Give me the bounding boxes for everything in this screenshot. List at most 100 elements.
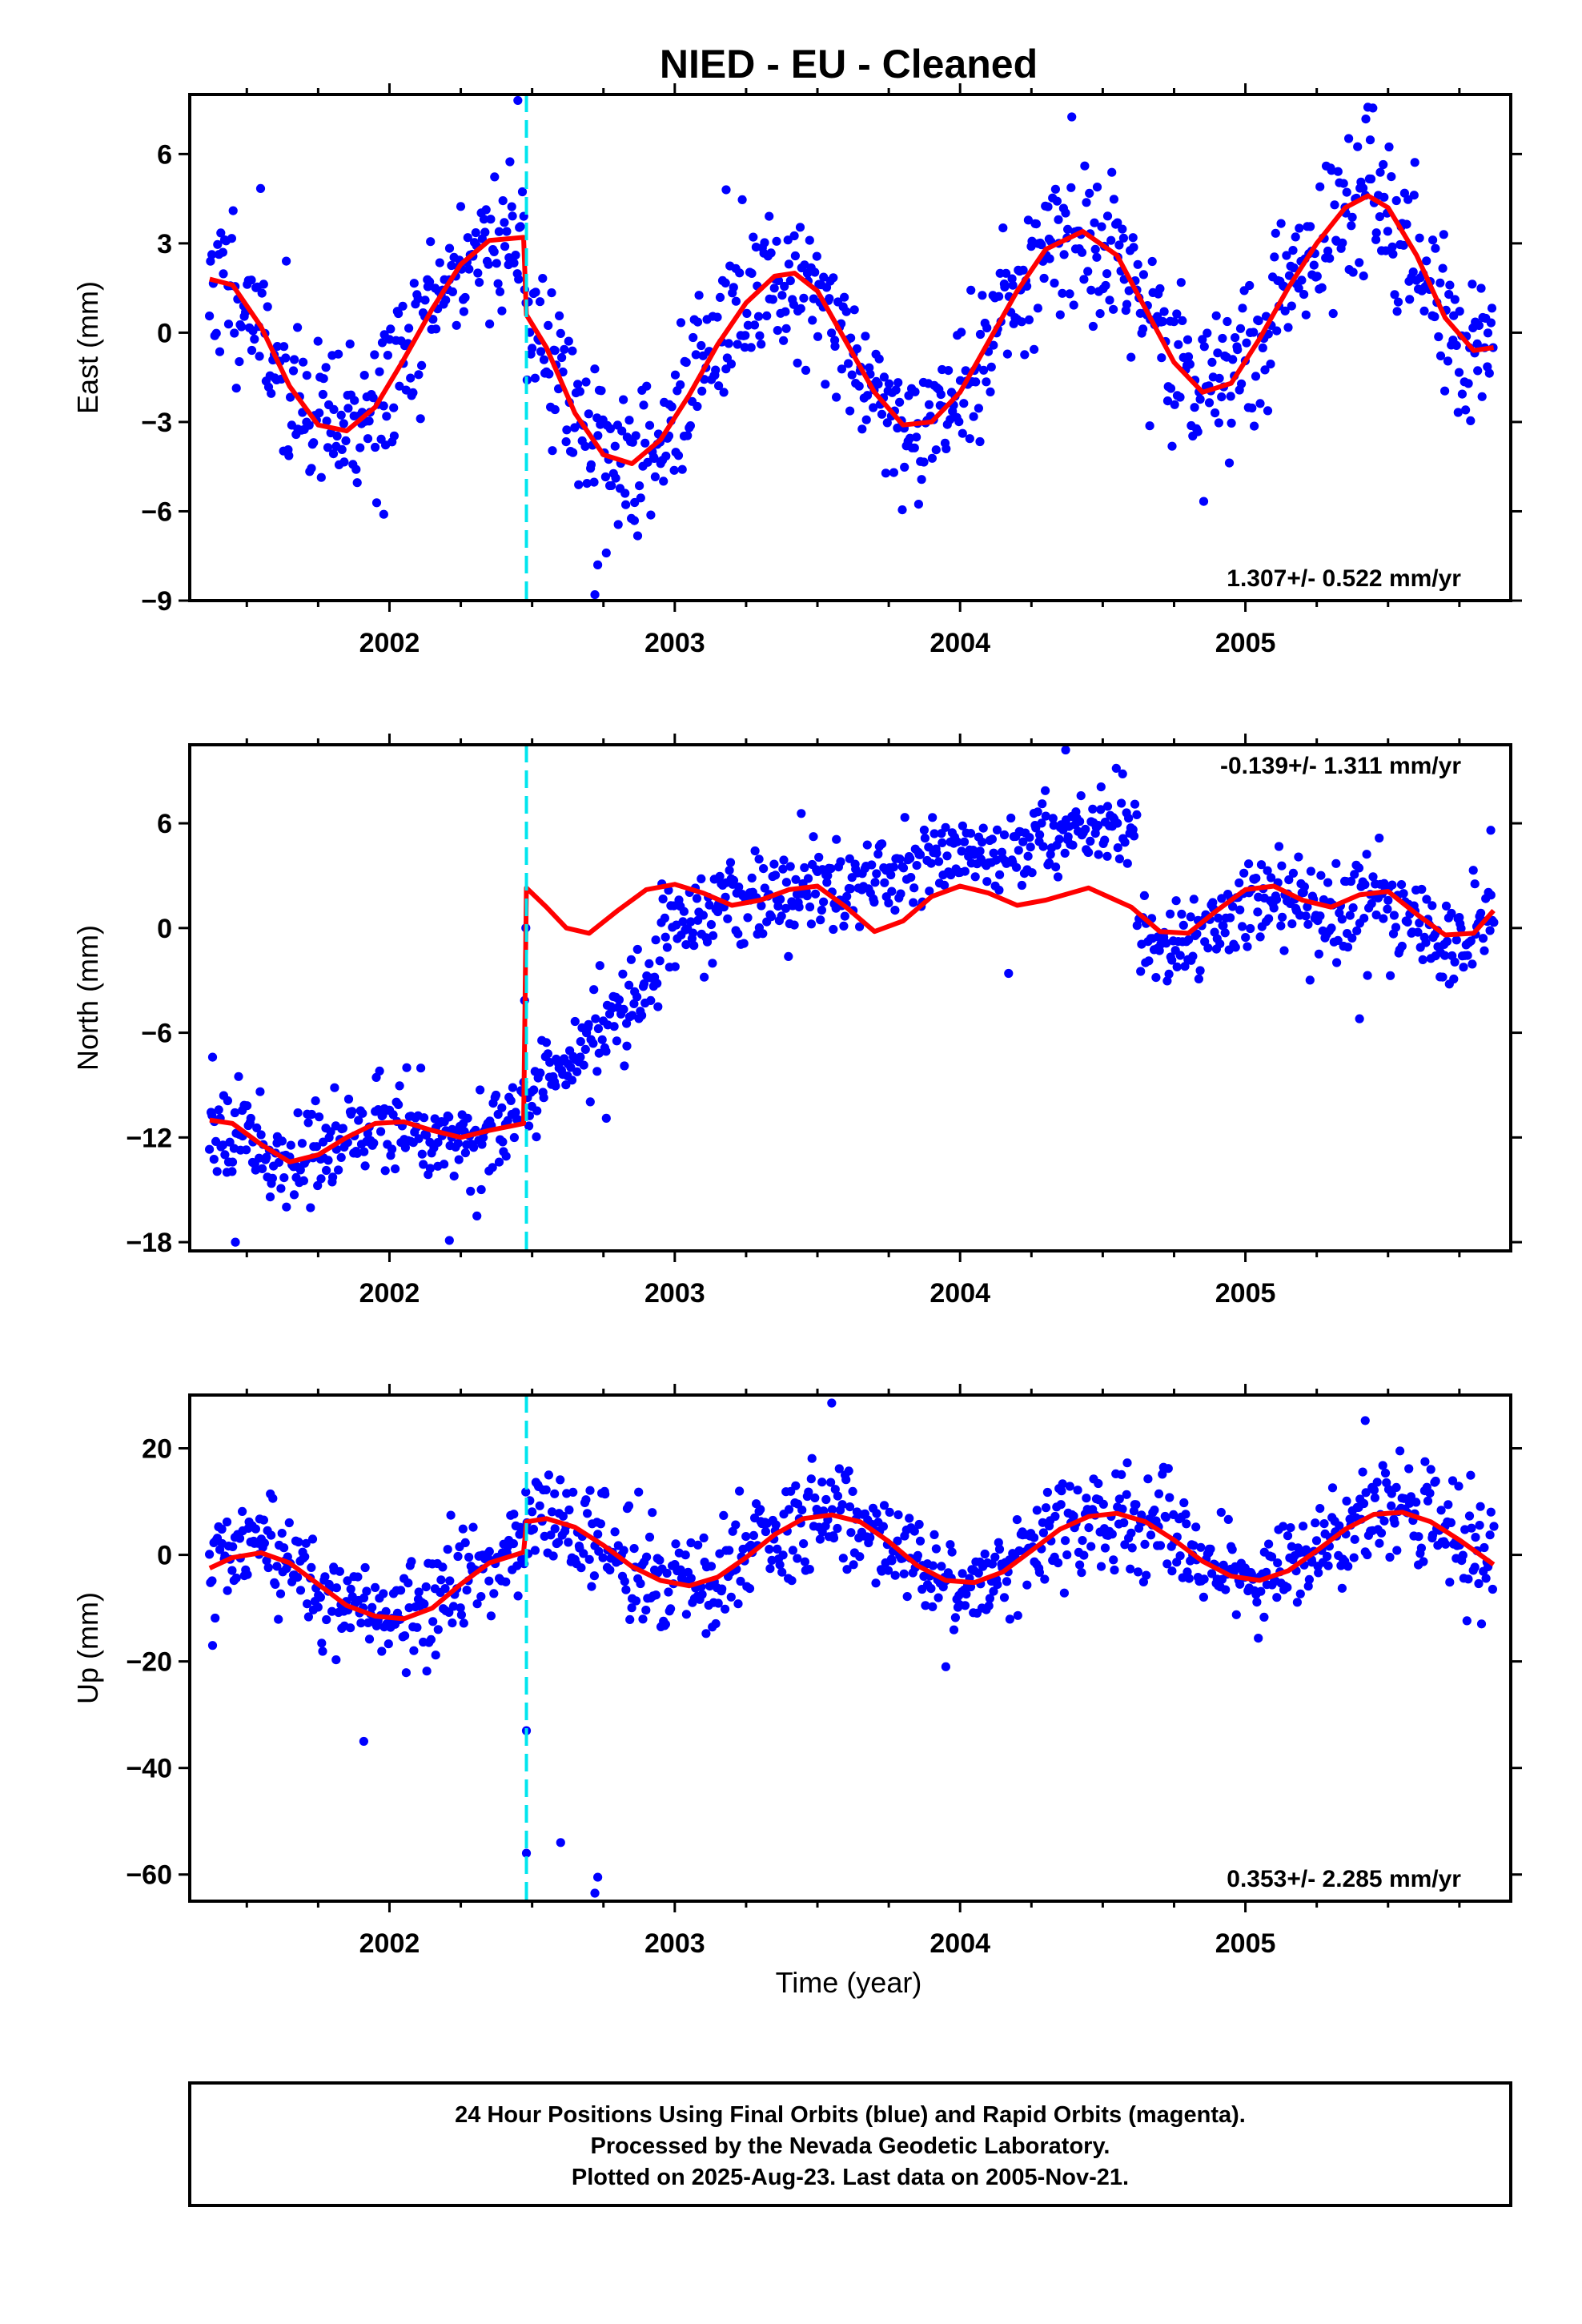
east-point bbox=[1002, 349, 1012, 359]
up-point bbox=[1050, 1511, 1060, 1522]
east-point bbox=[498, 196, 508, 206]
up-point bbox=[937, 1562, 946, 1571]
north-point bbox=[1440, 951, 1450, 960]
north-point bbox=[750, 846, 760, 856]
east-point bbox=[473, 268, 483, 278]
north-point bbox=[417, 1149, 427, 1159]
north-point bbox=[1386, 971, 1395, 980]
east-point bbox=[307, 464, 316, 473]
up-point bbox=[855, 1552, 865, 1562]
east-point bbox=[535, 297, 545, 307]
east-point bbox=[1185, 360, 1195, 369]
up-point bbox=[1311, 1536, 1322, 1546]
east-point bbox=[1176, 278, 1186, 287]
up-point bbox=[1390, 1518, 1399, 1528]
up-point bbox=[331, 1655, 341, 1665]
up-point bbox=[472, 1599, 482, 1609]
up-point bbox=[1030, 1533, 1039, 1542]
north-point bbox=[1422, 895, 1431, 904]
north-point bbox=[1038, 842, 1048, 851]
east-point bbox=[737, 195, 747, 204]
north-point bbox=[539, 1093, 548, 1103]
up-point bbox=[697, 1590, 707, 1599]
up-point bbox=[1471, 1533, 1480, 1542]
east-point bbox=[1190, 403, 1199, 412]
up-point bbox=[581, 1495, 591, 1505]
north-point bbox=[1447, 908, 1456, 919]
east-point bbox=[857, 424, 867, 434]
up-point bbox=[438, 1562, 448, 1572]
east-point bbox=[789, 300, 799, 309]
up-point bbox=[530, 1546, 540, 1555]
north-point bbox=[708, 959, 717, 968]
north-point bbox=[1023, 851, 1033, 861]
east-point bbox=[1058, 288, 1067, 298]
north-point bbox=[912, 861, 921, 870]
east-point bbox=[841, 307, 851, 316]
north-point bbox=[1427, 901, 1437, 911]
north-point bbox=[817, 905, 826, 915]
north-point bbox=[1476, 908, 1486, 918]
north-point bbox=[1184, 935, 1194, 945]
east-point bbox=[827, 328, 837, 338]
up-point bbox=[775, 1560, 785, 1570]
up-point bbox=[556, 1475, 565, 1485]
east-point bbox=[1379, 192, 1389, 202]
north-point bbox=[316, 1174, 326, 1184]
up-point bbox=[1078, 1536, 1087, 1546]
east-point bbox=[1083, 267, 1093, 276]
east-point bbox=[516, 222, 525, 231]
up-point bbox=[834, 1464, 844, 1474]
up-point bbox=[1283, 1531, 1293, 1541]
east-point bbox=[942, 444, 951, 454]
north-point bbox=[267, 1173, 277, 1183]
up-point bbox=[1295, 1589, 1305, 1598]
up-point bbox=[315, 1592, 325, 1602]
north-point bbox=[653, 1002, 663, 1011]
up-point bbox=[994, 1544, 1005, 1554]
east-point bbox=[389, 431, 399, 440]
east-point bbox=[1434, 332, 1443, 342]
north-point bbox=[1086, 836, 1095, 846]
north-point bbox=[829, 924, 838, 935]
north-point bbox=[651, 935, 661, 945]
north-point bbox=[855, 922, 865, 931]
east-point bbox=[337, 444, 347, 455]
up-point bbox=[1327, 1483, 1338, 1493]
east-point bbox=[1295, 223, 1304, 233]
up-point bbox=[1427, 1530, 1438, 1540]
north-point bbox=[255, 1087, 265, 1096]
up-point bbox=[327, 1606, 337, 1616]
north-point bbox=[880, 878, 889, 887]
up-point bbox=[899, 1569, 909, 1578]
north-point bbox=[472, 1211, 482, 1220]
north-point bbox=[1164, 969, 1174, 979]
east-point bbox=[1228, 355, 1238, 364]
east-point bbox=[779, 336, 789, 345]
north-point bbox=[814, 852, 824, 862]
up-point bbox=[1425, 1489, 1435, 1498]
up-point bbox=[1454, 1482, 1464, 1491]
east-point bbox=[749, 320, 760, 330]
east-point bbox=[691, 350, 701, 360]
north-point bbox=[689, 941, 699, 951]
up-point bbox=[440, 1584, 450, 1594]
north-point bbox=[1267, 873, 1276, 883]
east-point bbox=[460, 292, 470, 303]
north-point bbox=[1075, 817, 1085, 826]
up-point bbox=[1122, 1458, 1132, 1468]
up-point bbox=[793, 1554, 802, 1563]
east-point bbox=[1387, 242, 1397, 251]
up-point bbox=[371, 1582, 380, 1592]
east-point bbox=[740, 343, 749, 352]
east-point bbox=[769, 283, 779, 293]
north-point bbox=[354, 1116, 363, 1125]
east-point bbox=[1050, 278, 1059, 288]
north-outlier-point bbox=[601, 1113, 611, 1123]
east-point bbox=[729, 283, 738, 292]
east-point bbox=[600, 472, 611, 482]
up-point bbox=[1133, 1567, 1143, 1577]
up-point bbox=[666, 1604, 676, 1614]
north-point bbox=[1178, 920, 1188, 930]
north-outlier-point bbox=[1061, 745, 1070, 755]
